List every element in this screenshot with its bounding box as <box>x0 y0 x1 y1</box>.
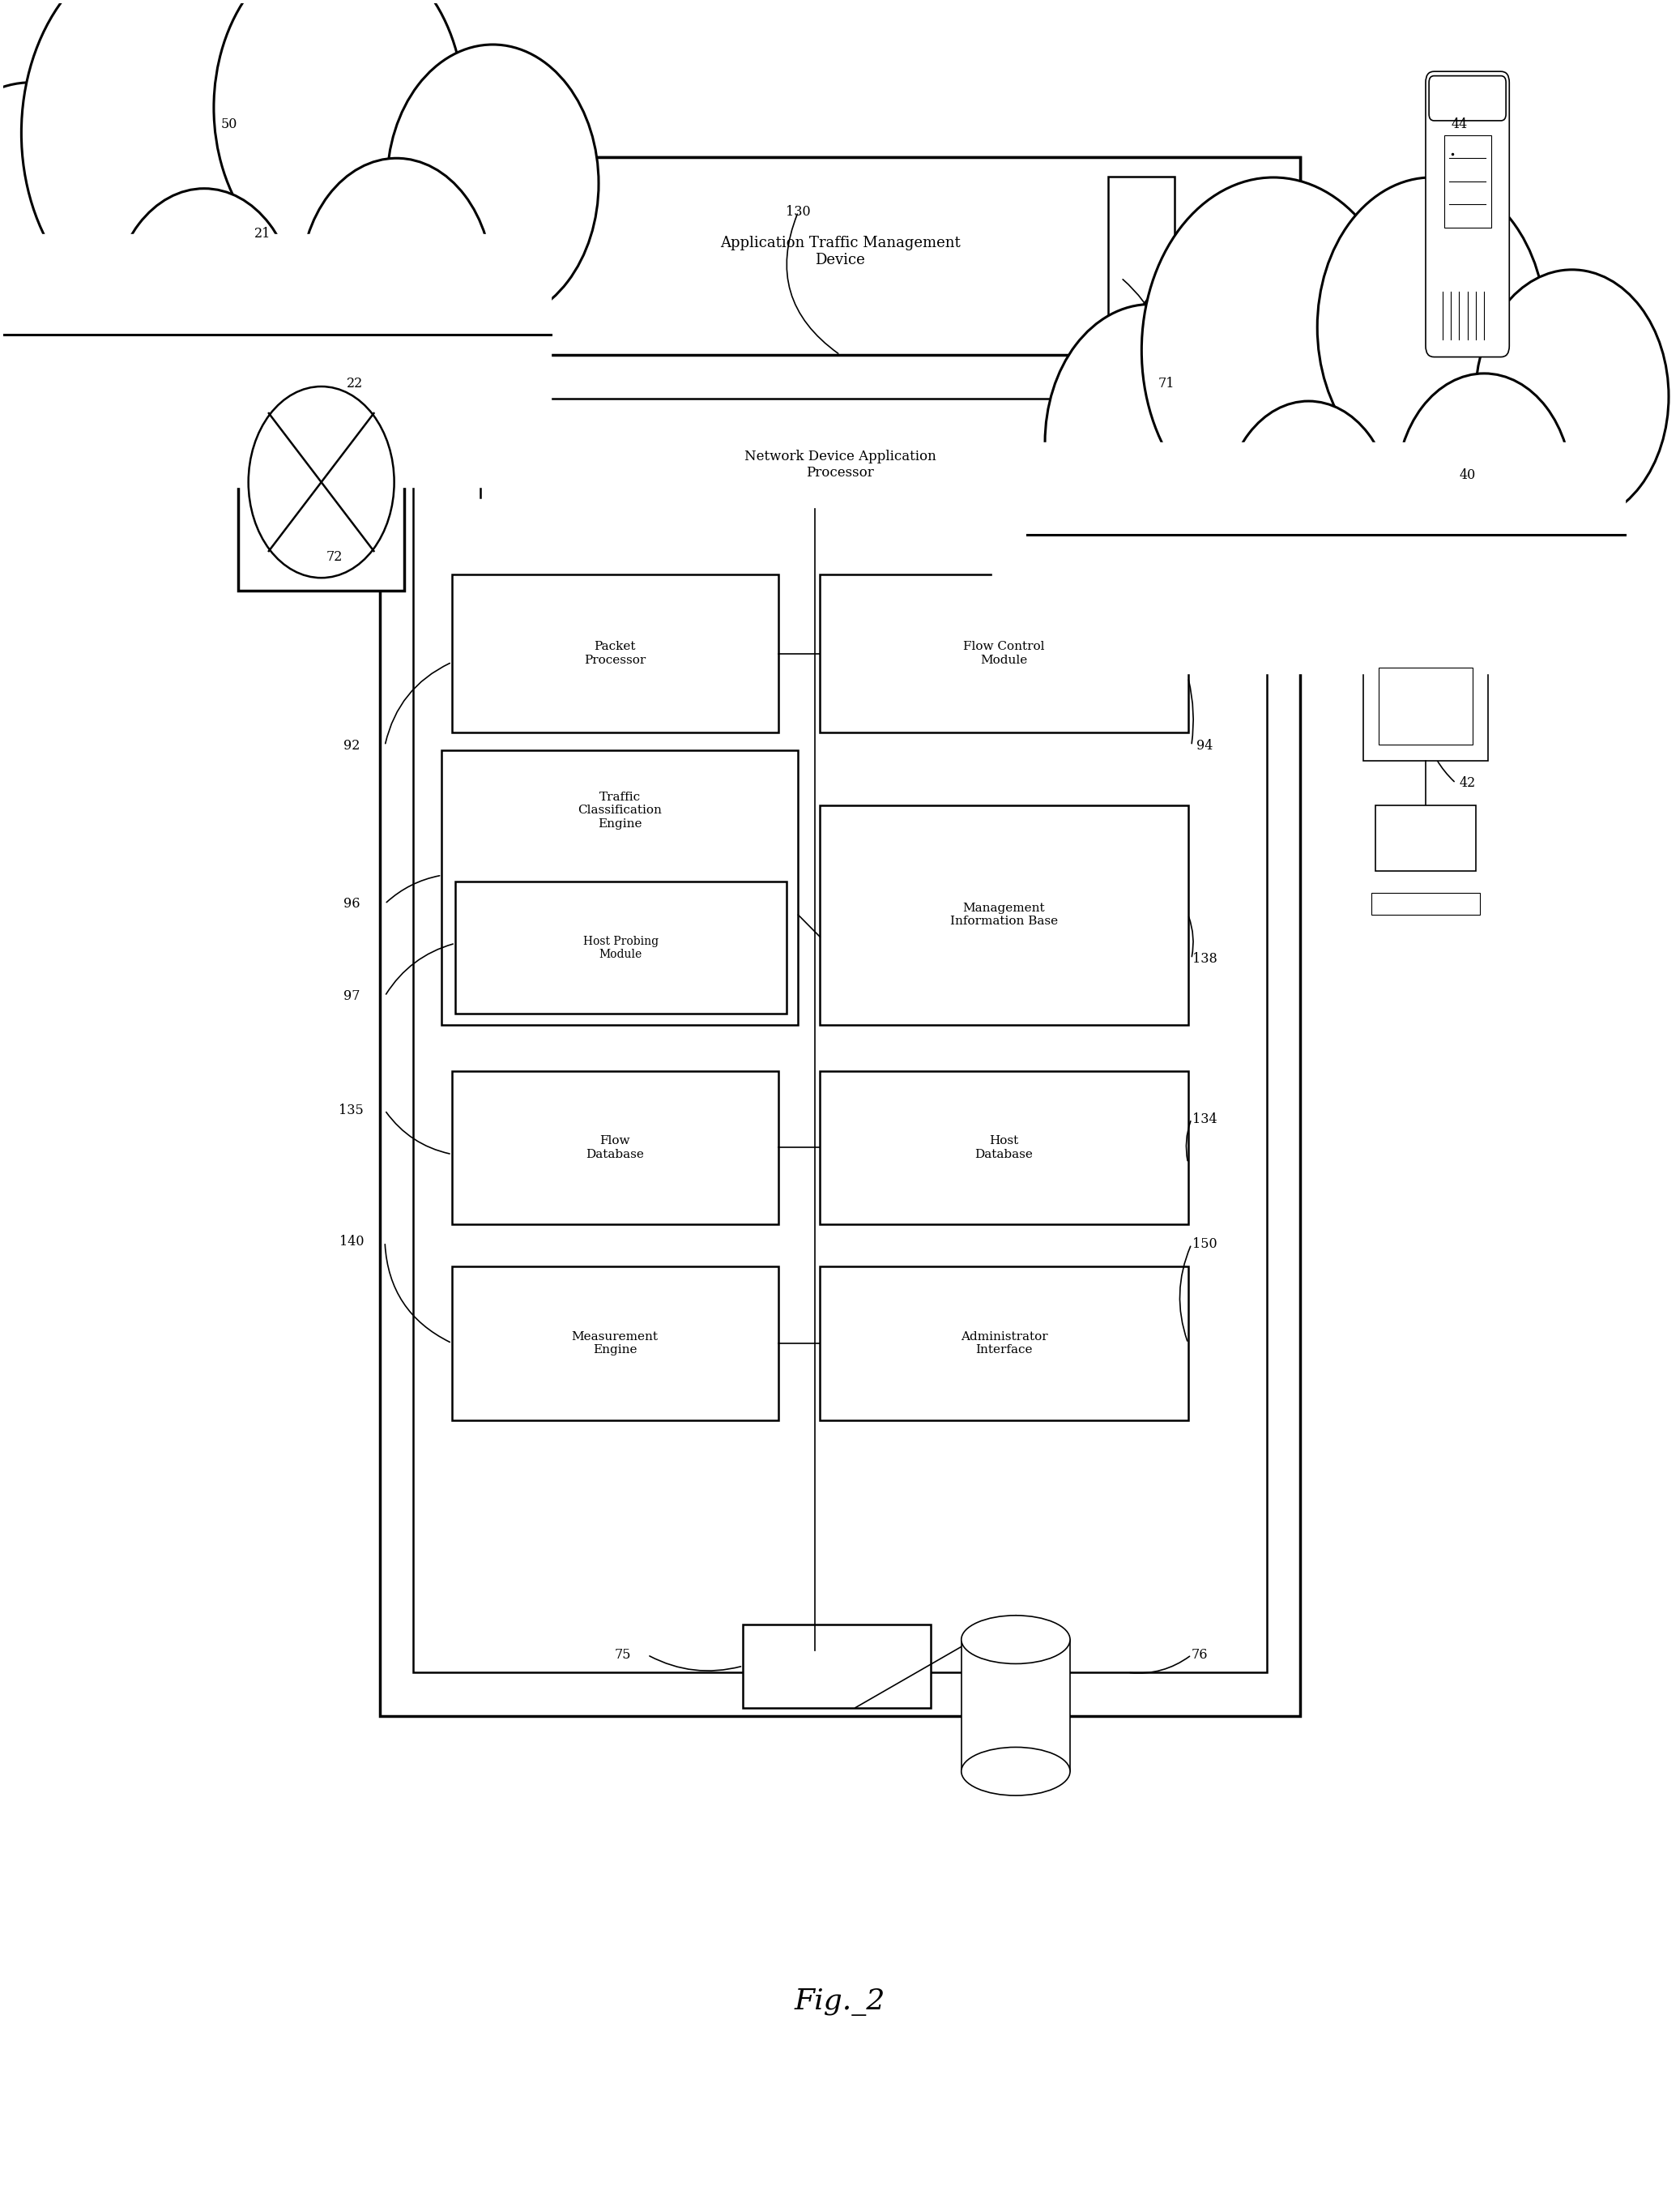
Circle shape <box>1317 178 1546 478</box>
Text: 21: 21 <box>254 227 270 240</box>
Circle shape <box>1045 304 1257 582</box>
Text: 92: 92 <box>343 738 360 753</box>
Circle shape <box>1475 269 1668 524</box>
Bar <box>1445 134 1490 227</box>
Text: 42: 42 <box>1460 775 1475 791</box>
Text: 22: 22 <box>346 377 363 390</box>
Ellipse shape <box>961 1615 1070 1663</box>
Text: 138: 138 <box>1193 952 1218 965</box>
Bar <box>0 234 551 487</box>
Text: 134: 134 <box>1193 1113 1218 1126</box>
Text: 44: 44 <box>1452 117 1467 130</box>
Text: Traffic
Classification
Engine: Traffic Classification Engine <box>578 791 662 828</box>
Circle shape <box>386 44 598 322</box>
Text: 150: 150 <box>1193 1238 1218 1251</box>
Text: 50: 50 <box>222 117 237 130</box>
Text: 72: 72 <box>326 551 343 564</box>
Text: Flow Control
Module: Flow Control Module <box>963 641 1045 665</box>
Text: 96: 96 <box>343 897 360 910</box>
Text: 140: 140 <box>339 1236 365 1249</box>
Text: 76: 76 <box>1191 1648 1208 1661</box>
Bar <box>743 1624 931 1707</box>
Text: Flow
Database: Flow Database <box>586 1135 643 1159</box>
Circle shape <box>0 82 146 386</box>
Text: Administrator
Interface: Administrator Interface <box>961 1331 1048 1355</box>
Circle shape <box>301 159 492 410</box>
Text: Network Device Application
Processor: Network Device Application Processor <box>744 449 936 480</box>
Circle shape <box>22 0 311 322</box>
Text: Fig._2: Fig._2 <box>795 1987 885 2016</box>
Text: Management
Information Base: Management Information Base <box>951 903 1058 927</box>
Bar <box>442 749 798 1024</box>
Bar <box>993 443 1625 674</box>
Bar <box>820 804 1188 1024</box>
Bar <box>455 881 786 1013</box>
Bar <box>961 1639 1070 1771</box>
Bar <box>452 1071 778 1225</box>
Circle shape <box>1396 375 1572 604</box>
Text: Packet
Processor: Packet Processor <box>585 641 645 665</box>
Text: 130: 130 <box>786 205 810 218</box>
Bar <box>413 399 1267 1672</box>
Text: Host Probing
Module: Host Probing Module <box>583 936 659 961</box>
Bar <box>1376 804 1475 870</box>
Circle shape <box>1142 178 1404 524</box>
FancyBboxPatch shape <box>1426 70 1509 357</box>
FancyBboxPatch shape <box>1430 75 1505 121</box>
Bar <box>380 156 1300 355</box>
Text: Host
Database: Host Database <box>974 1135 1033 1159</box>
Bar <box>820 1267 1188 1421</box>
Bar <box>239 375 405 590</box>
Circle shape <box>249 386 395 577</box>
Circle shape <box>1225 401 1393 623</box>
Ellipse shape <box>961 1747 1070 1795</box>
Bar <box>380 156 1300 1716</box>
Text: 94: 94 <box>1196 738 1213 753</box>
Bar <box>820 575 1188 734</box>
Text: 40: 40 <box>1460 469 1475 482</box>
Text: 135: 135 <box>339 1104 365 1117</box>
Text: 97: 97 <box>343 989 360 1002</box>
Bar <box>1379 668 1473 745</box>
Text: 75: 75 <box>615 1648 630 1661</box>
Text: Application Traffic Management
Device: Application Traffic Management Device <box>719 236 961 267</box>
Bar <box>1107 176 1174 348</box>
Bar <box>452 575 778 734</box>
Circle shape <box>113 189 297 432</box>
Bar <box>447 176 514 348</box>
Bar <box>1371 892 1480 914</box>
Bar <box>452 1267 778 1421</box>
Bar <box>1362 652 1488 760</box>
Circle shape <box>213 0 464 271</box>
Text: Measurement
Engine: Measurement Engine <box>571 1331 659 1355</box>
Bar <box>820 1071 1188 1225</box>
Text: 71: 71 <box>1158 377 1174 390</box>
